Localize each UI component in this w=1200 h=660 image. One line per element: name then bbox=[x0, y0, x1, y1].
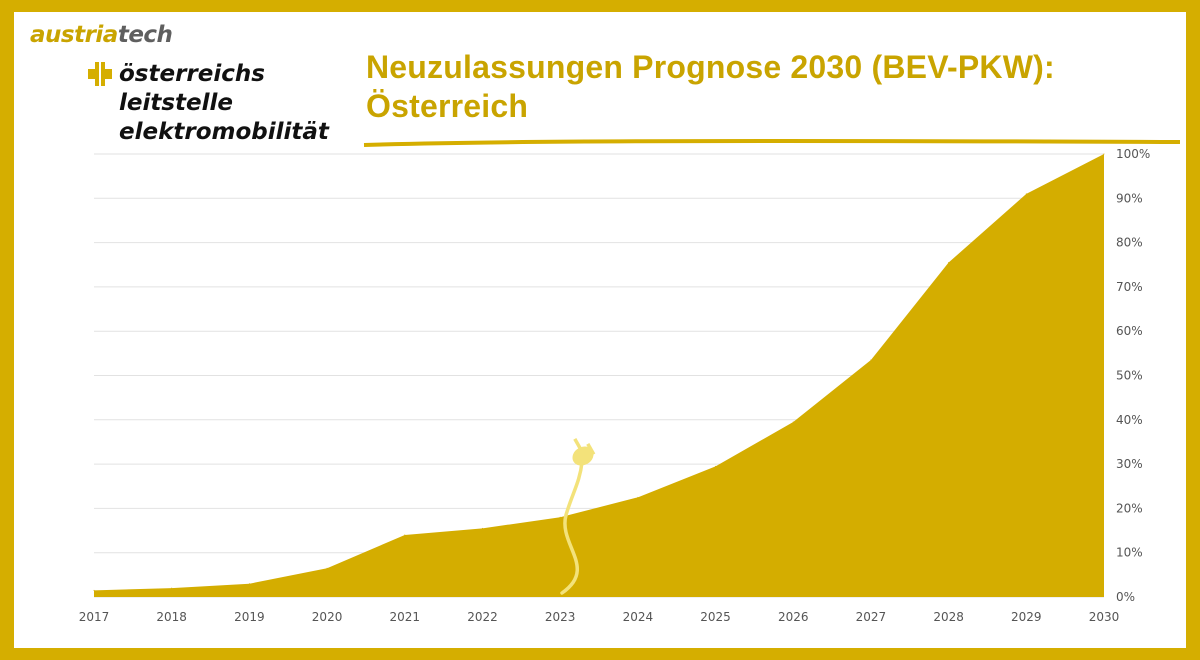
data-point-2022 bbox=[481, 527, 483, 529]
logo-line-3: elektromobilität bbox=[119, 119, 329, 145]
brand-part-1: austria bbox=[30, 22, 118, 48]
y-tick-label-50: 50% bbox=[1116, 369, 1143, 383]
data-point-2028 bbox=[948, 262, 950, 264]
x-axis-ticks: 2017 2018 2019 2020 2021 2022 2023 2024 2025 2026… bbox=[79, 610, 1120, 624]
title-underline bbox=[363, 139, 1181, 147]
chart-title-line-1: Neuzulassungen Prognose 2030 (BEV-PKW): bbox=[366, 49, 1055, 85]
data-point-2024 bbox=[637, 496, 639, 498]
austriatech-logo: austriatech bbox=[30, 22, 173, 48]
x-tick-label-2030: 2030 bbox=[1089, 610, 1120, 624]
plus-cross-logo-icon bbox=[88, 62, 112, 86]
data-point-2029 bbox=[1025, 193, 1027, 195]
x-tick-label-2023: 2023 bbox=[545, 610, 576, 624]
y-tick-label-40: 40% bbox=[1116, 413, 1143, 427]
y-tick-label-20: 20% bbox=[1116, 501, 1143, 515]
power-plug-icon bbox=[560, 438, 596, 595]
chart-title-line-2: Österreich bbox=[366, 88, 529, 124]
x-tick-label-2026: 2026 bbox=[778, 610, 809, 624]
y-axis-ticks: 0% 10% 20% 30% 40% 50% 60% 70% 80% 90% 100% bbox=[1116, 147, 1150, 604]
x-tick-label-2027: 2027 bbox=[856, 610, 887, 624]
data-point-2017 bbox=[93, 589, 95, 591]
y-tick-label-60: 60% bbox=[1116, 324, 1143, 338]
x-tick-label-2024: 2024 bbox=[623, 610, 654, 624]
x-tick-label-2029: 2029 bbox=[1011, 610, 1042, 624]
area-series bbox=[93, 153, 1105, 597]
y-tick-label-90: 90% bbox=[1116, 191, 1143, 205]
area-series-path bbox=[94, 154, 1104, 597]
logo-line-2: leitstelle bbox=[119, 90, 234, 116]
data-point-2020 bbox=[326, 567, 328, 569]
data-point-2030 bbox=[1103, 153, 1105, 155]
logo-line-1: österreichs bbox=[119, 61, 265, 87]
x-tick-label-2028: 2028 bbox=[933, 610, 964, 624]
x-tick-label-2025: 2025 bbox=[700, 610, 731, 624]
data-point-2018 bbox=[171, 587, 173, 589]
data-point-2026 bbox=[792, 421, 794, 423]
x-tick-label-2019: 2019 bbox=[234, 610, 265, 624]
data-point-2025 bbox=[715, 465, 717, 467]
y-tick-label-0: 0% bbox=[1116, 590, 1135, 604]
y-tick-label-70: 70% bbox=[1116, 280, 1143, 294]
y-tick-label-80: 80% bbox=[1116, 236, 1143, 250]
x-tick-label-2022: 2022 bbox=[467, 610, 498, 624]
y-tick-label-30: 30% bbox=[1116, 457, 1143, 471]
y-tick-label-100: 100% bbox=[1116, 147, 1150, 161]
x-tick-label-2021: 2021 bbox=[389, 610, 420, 624]
x-tick-label-2018: 2018 bbox=[156, 610, 187, 624]
data-point-2023 bbox=[559, 516, 561, 518]
chart-title: Neuzulassungen Prognose 2030 (BEV-PKW): … bbox=[366, 48, 1126, 126]
leitstelle-logo-text: österreichs leitstelle elektromobilität bbox=[119, 60, 329, 147]
data-point-2027 bbox=[870, 359, 872, 361]
brand-part-2: tech bbox=[117, 22, 173, 48]
x-tick-label-2020: 2020 bbox=[312, 610, 343, 624]
x-tick-label-2017: 2017 bbox=[79, 610, 110, 624]
data-point-2021 bbox=[404, 534, 406, 536]
data-point-2019 bbox=[248, 583, 250, 585]
y-tick-label-10: 10% bbox=[1116, 546, 1143, 560]
